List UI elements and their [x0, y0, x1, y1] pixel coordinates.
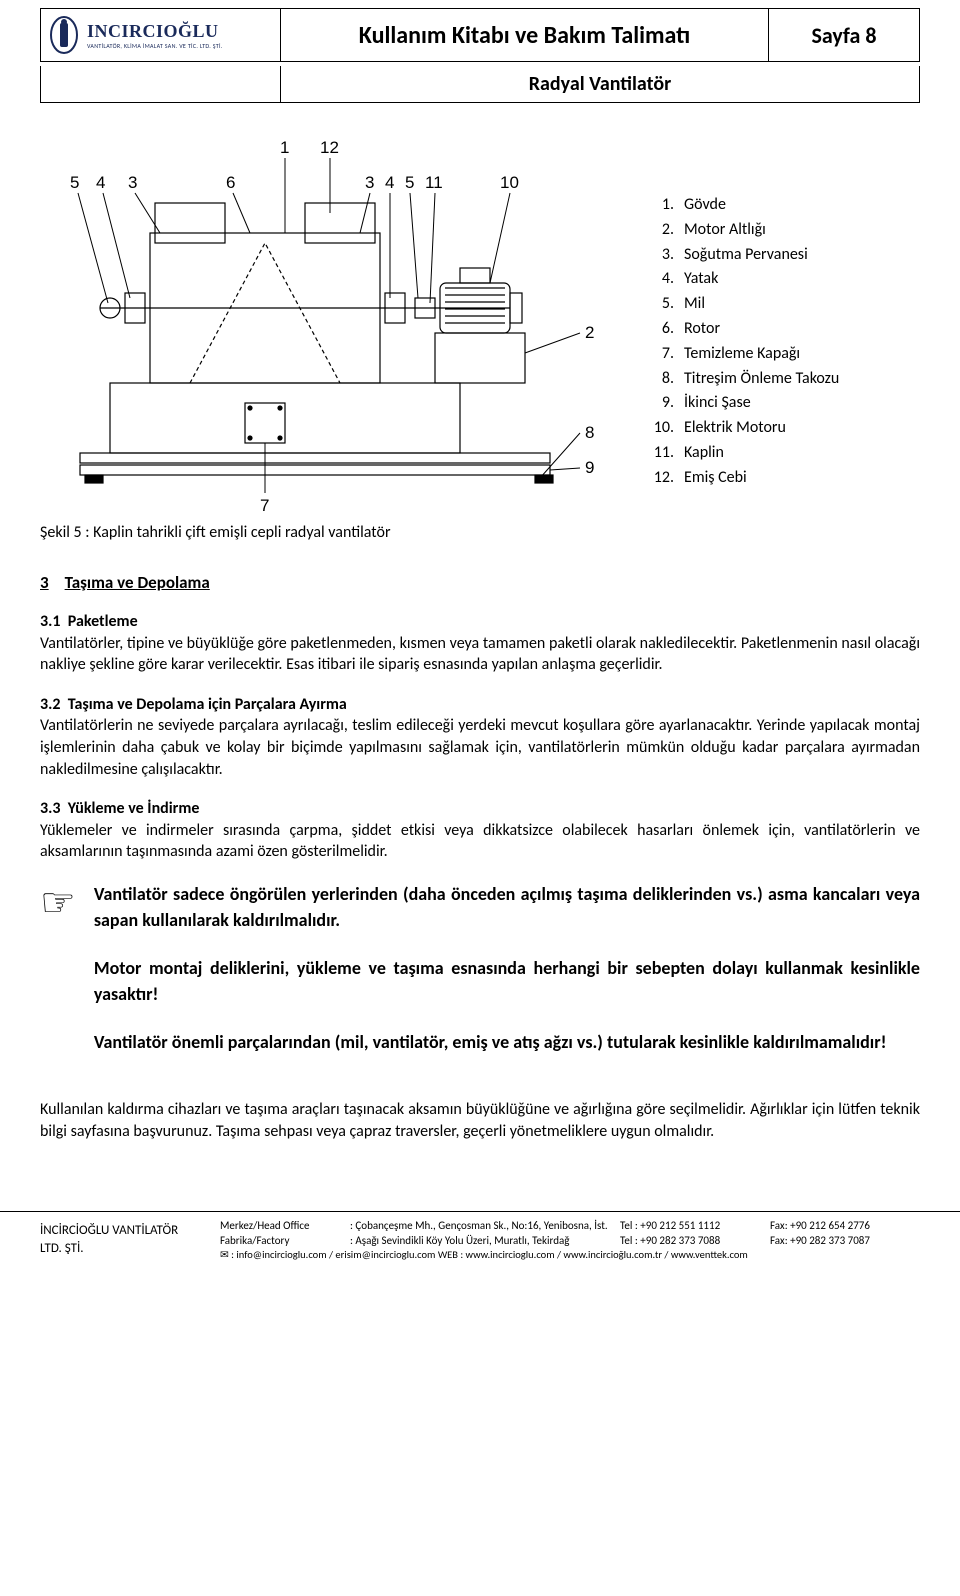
logo-name: INCIRCIOĞLU	[87, 21, 223, 42]
footer-address-line: Merkez/Head Office: Çobançeşme Mh., Genç…	[220, 1218, 920, 1233]
svg-text:11: 11	[425, 173, 443, 192]
svg-text:3: 3	[128, 173, 137, 192]
note-text: Motor montaj deliklerini, yükleme ve taş…	[94, 955, 920, 1007]
section-number: 3	[40, 572, 49, 593]
svg-text:12: 12	[320, 138, 339, 157]
section-title: Taşıma ve Depolama	[65, 572, 210, 593]
svg-text:2: 2	[585, 323, 594, 342]
figure-caption: Şekil 5 : Kaplin tahrikli çift emişli ce…	[40, 523, 920, 542]
paragraph: 3.1 Paketleme Vantilatörler, tipine ve b…	[40, 611, 920, 676]
paragraph: Kullanılan kaldırma cihazları ve taşıma …	[40, 1099, 920, 1142]
parts-list-item: 4.Yatak	[650, 267, 839, 292]
note-text: Vantilatör önemli parçalarından (mil, va…	[94, 1029, 920, 1055]
header-title: Kullanım Kitabı ve Bakım Talimatı	[281, 9, 769, 61]
svg-text:5: 5	[405, 173, 414, 192]
svg-text:8: 8	[585, 423, 594, 442]
paragraph: 3.2 Taşıma ve Depolama için Parçalara Ay…	[40, 694, 920, 780]
footer-contact: Merkez/Head Office: Çobançeşme Mh., Genç…	[220, 1218, 920, 1263]
footer-web-line: ✉ : info@incircioglu.com / erisim@incirc…	[220, 1248, 920, 1263]
technical-drawing: 5 4 3 6 1 12 3 4 5 11 10 2 8 9 7	[40, 133, 630, 513]
footer-company: İNCİRCİOĞLU VANTİLATÖRLTD. ŞTİ.	[40, 1218, 220, 1263]
parts-list-item: 1.Gövde	[650, 193, 839, 218]
footer-address-line: Fabrika/Factory: Aşağı Sevindikli Köy Yo…	[220, 1233, 920, 1248]
svg-text:7: 7	[260, 496, 269, 513]
header: INCIRCIOĞLU VANTİLATÖR, KLİMA İMALAT SAN…	[40, 8, 920, 62]
parts-list-item: 3.Soğutma Pervanesi	[650, 243, 839, 268]
subheader: Radyal Vantilatör	[40, 66, 920, 103]
subheader-title: Radyal Vantilatör	[281, 66, 919, 102]
logo-icon	[49, 15, 79, 55]
svg-text:4: 4	[385, 173, 394, 192]
pointing-hand-icon: ☞	[40, 881, 76, 1077]
parts-list-item: 6.Rotor	[650, 317, 839, 342]
parts-list-item: 5.Mil	[650, 292, 839, 317]
parts-list-item: 12.Emiş Cebi	[650, 466, 839, 491]
svg-text:10: 10	[500, 173, 519, 192]
header-logo-cell: INCIRCIOĞLU VANTİLATÖR, KLİMA İMALAT SAN…	[41, 9, 281, 61]
note-text: Vantilatör sadece öngörülen yerlerinden …	[94, 881, 920, 933]
page-footer: İNCİRCİOĞLU VANTİLATÖRLTD. ŞTİ. Merkez/H…	[0, 1211, 960, 1269]
svg-text:9: 9	[585, 458, 594, 477]
parts-list-item: 2.Motor Altlığı	[650, 218, 839, 243]
parts-list-item: 8.Titreşim Önleme Takozu	[650, 367, 839, 392]
svg-text:6: 6	[226, 173, 235, 192]
parts-list-item: 9.İkinci Şase	[650, 391, 839, 416]
warning-note: ☞ Vantilatör sadece öngörülen yerlerinde…	[40, 881, 920, 1077]
svg-text:3: 3	[365, 173, 374, 192]
figure-row: 5 4 3 6 1 12 3 4 5 11 10 2 8 9 7	[40, 133, 920, 513]
page: INCIRCIOĞLU VANTİLATÖR, KLİMA İMALAT SAN…	[0, 0, 960, 1181]
section-heading: 3 Taşıma ve Depolama	[40, 572, 920, 593]
svg-text:4: 4	[96, 173, 105, 192]
parts-list-item: 10.Elektrik Motoru	[650, 416, 839, 441]
parts-list-item: 11.Kaplin	[650, 441, 839, 466]
parts-list-item: 7.Temizleme Kapağı	[650, 342, 839, 367]
svg-text:1: 1	[280, 138, 289, 157]
logo-subtitle: VANTİLATÖR, KLİMA İMALAT SAN. VE TİC. LT…	[87, 42, 223, 50]
parts-legend: 1.Gövde2.Motor Altlığı3.Soğutma Pervanes…	[650, 133, 839, 491]
paragraph: 3.3 Yükleme ve İndirme Yüklemeler ve ind…	[40, 798, 920, 863]
header-page-number: Sayfa 8	[769, 9, 919, 61]
svg-text:5: 5	[70, 173, 79, 192]
